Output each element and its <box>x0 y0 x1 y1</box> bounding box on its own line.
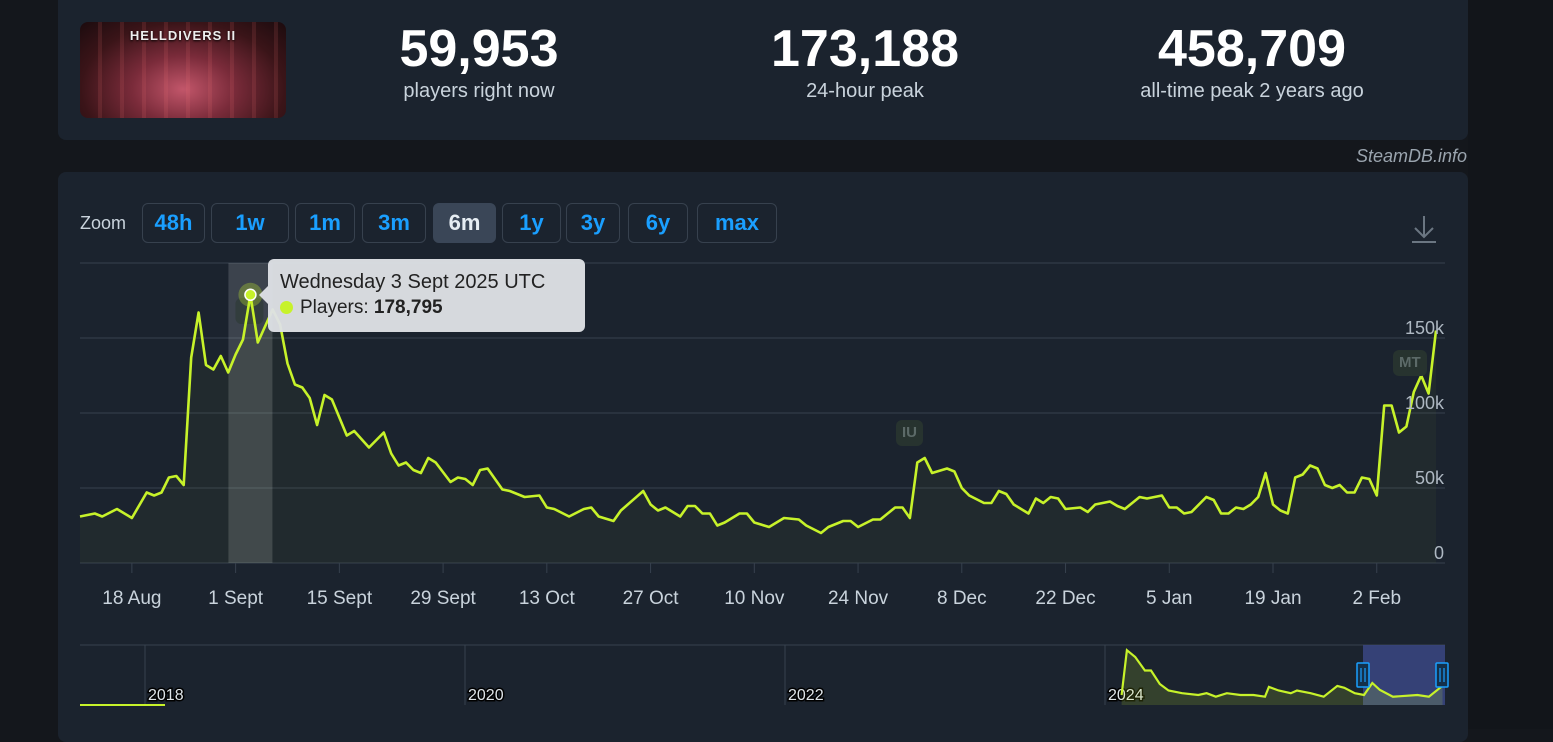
event-flag-mt[interactable]: MT <box>1393 350 1427 376</box>
navigator-year-label: 2020 <box>468 687 504 704</box>
navigator-right-handle[interactable] <box>1436 663 1448 687</box>
zoom-3y-button[interactable]: 3y <box>566 203 620 243</box>
tooltip-row: Players: 178,795 <box>280 297 443 319</box>
x-tick-label: 5 Jan <box>1146 588 1192 609</box>
x-tick-label: 19 Jan <box>1244 588 1301 609</box>
tooltip-date: Wednesday 3 Sept 2025 UTC <box>280 271 545 294</box>
zoom-label: Zoom <box>80 213 126 234</box>
tooltip-series-label: Players: <box>300 297 369 318</box>
tooltip-value: 178,795 <box>374 297 443 318</box>
hover-point <box>245 289 256 300</box>
x-tick-label: 2 Feb <box>1352 588 1401 609</box>
zoom-48h-button[interactable]: 48h <box>142 203 205 243</box>
zoom-6m-button[interactable]: 6m <box>433 203 496 243</box>
y-tick-label: 50k <box>1415 468 1445 488</box>
y-tick-label: 0 <box>1434 543 1444 563</box>
event-flag-iu[interactable]: IU <box>896 420 923 446</box>
series-dot-icon <box>280 301 293 314</box>
zoom-1w-button[interactable]: 1w <box>211 203 289 243</box>
zoom-1m-button[interactable]: 1m <box>295 203 355 243</box>
x-tick-label: 24 Nov <box>828 588 889 609</box>
zoom-6y-button[interactable]: 6y <box>628 203 688 243</box>
y-tick-label: 100k <box>1405 393 1445 413</box>
zoom-1y-button[interactable]: 1y <box>502 203 561 243</box>
chart-tooltip: Wednesday 3 Sept 2025 UTC Players: 178,7… <box>268 259 585 332</box>
x-tick-label: 15 Sept <box>307 588 373 609</box>
x-tick-label: 8 Dec <box>937 588 987 609</box>
y-tick-label: 150k <box>1405 318 1445 338</box>
x-tick-label: 13 Oct <box>519 588 576 609</box>
x-tick-label: 29 Sept <box>410 588 476 609</box>
x-tick-label: 10 Nov <box>724 588 785 609</box>
x-tick-label: 18 Aug <box>102 588 161 609</box>
x-tick-label: 27 Oct <box>623 588 680 609</box>
navigator-left-handle[interactable] <box>1357 663 1369 687</box>
x-tick-label: 1 Sept <box>208 588 264 609</box>
navigator-year-label: 2018 <box>148 687 184 704</box>
navigator-year-label: 2022 <box>788 687 824 704</box>
zoom-max-button[interactable]: max <box>697 203 777 243</box>
zoom-3m-button[interactable]: 3m <box>362 203 426 243</box>
x-tick-label: 22 Dec <box>1035 588 1095 609</box>
download-icon[interactable] <box>1410 214 1438 244</box>
